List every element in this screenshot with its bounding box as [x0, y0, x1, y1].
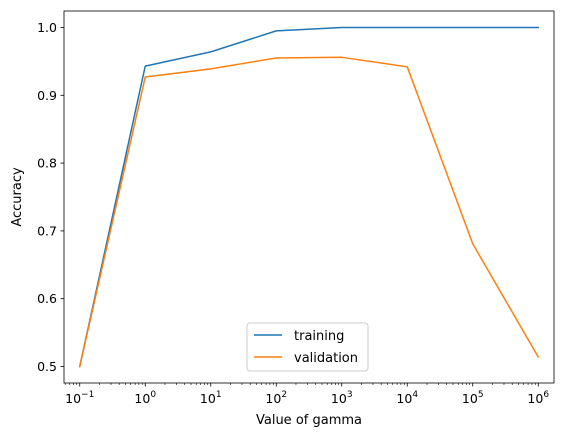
y-tick-label: 0.7: [37, 223, 57, 238]
y-axis-title: Accuracy: [10, 167, 25, 227]
legend-label-validation: validation: [294, 351, 358, 366]
y-tick-label: 1.0: [37, 20, 57, 35]
legend-label-training: training: [294, 329, 344, 344]
y-tick-label: 0.5: [37, 359, 57, 374]
legend: training validation: [247, 323, 368, 371]
y-tick-label: 0.9: [37, 88, 57, 103]
y-tick-label: 0.6: [37, 291, 57, 306]
x-axis-title: Value of gamma: [256, 413, 362, 428]
y-tick-label: 0.8: [37, 156, 57, 171]
